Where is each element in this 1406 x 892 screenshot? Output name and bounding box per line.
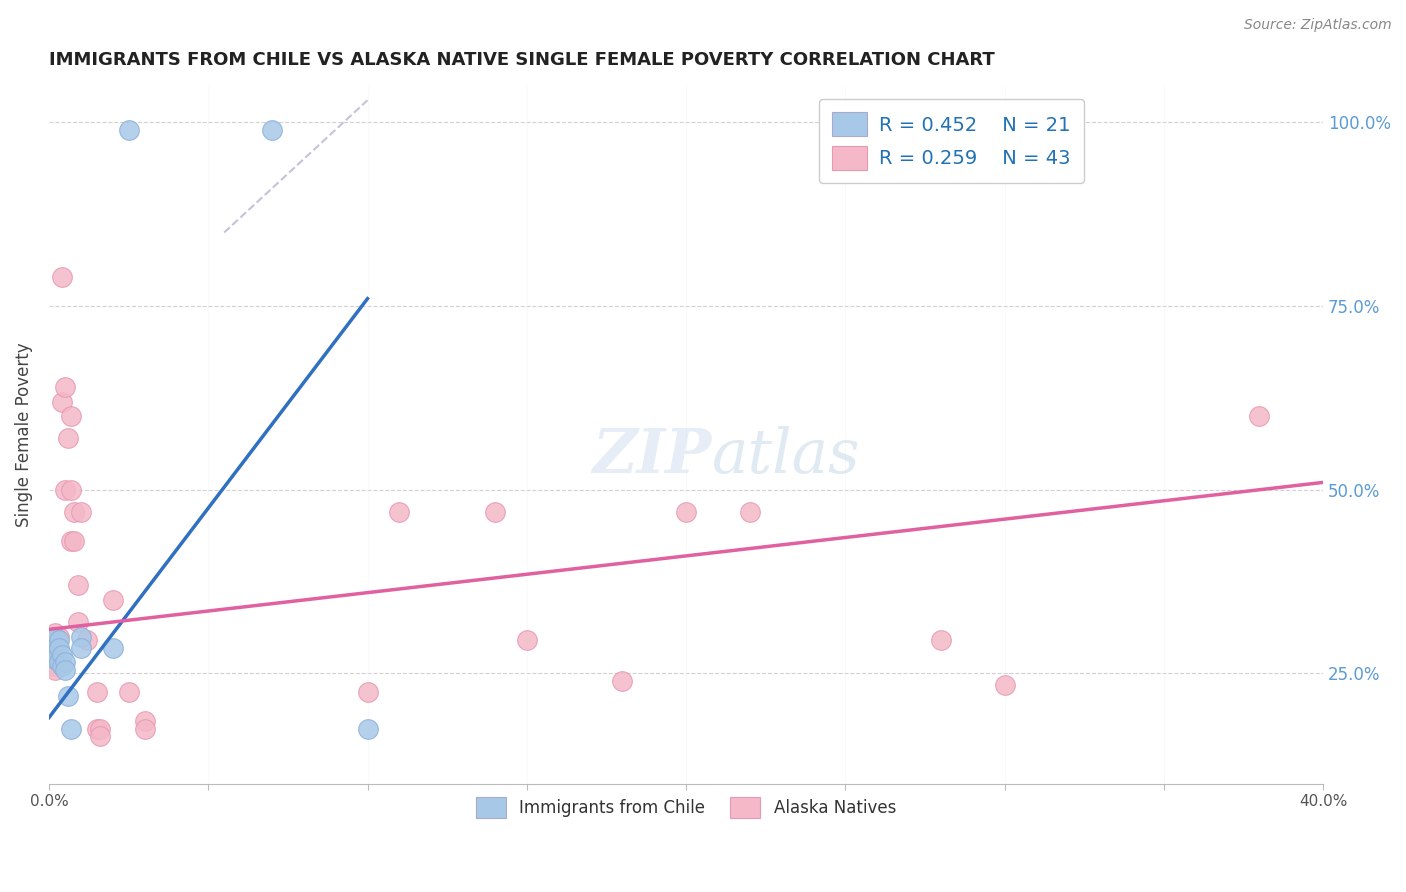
Point (48, 630, 70, 644)
Point (60, 483, 83, 497)
Point (41, 652, 63, 666)
Point (117, 122, 139, 136)
Point (44, 630, 66, 644)
Point (612, 673, 634, 688)
Point (134, 722, 156, 736)
Point (53, 663, 76, 677)
Point (44, 640, 66, 655)
Point (41, 633, 63, 648)
Point (436, 810, 458, 824)
Point (51, 269, 73, 284)
Point (41, 640, 63, 655)
Point (76, 633, 98, 648)
Point (53, 483, 76, 497)
Point (51, 659, 73, 673)
Point (69, 630, 91, 644)
Legend: Immigrants from Chile, Alaska Natives: Immigrants from Chile, Alaska Natives (470, 790, 903, 824)
Point (48, 640, 70, 655)
Point (44, 663, 66, 677)
Point (53, 380, 76, 394)
Point (134, 714, 156, 729)
Point (516, 633, 538, 648)
Point (44, 626, 66, 640)
Point (89, 729, 111, 743)
Point (101, 593, 124, 607)
Point (60, 409, 83, 424)
Point (69, 505, 91, 519)
Point (86, 722, 108, 736)
Point (101, 640, 124, 655)
Point (44, 652, 66, 666)
Point (66, 578, 89, 592)
Point (60, 722, 83, 736)
Point (51, 648, 73, 662)
Point (675, 505, 697, 519)
Point (388, 505, 411, 519)
Point (738, 505, 761, 519)
Point (60, 534, 83, 549)
Point (69, 640, 91, 655)
Text: ZIP: ZIP (592, 425, 711, 485)
Point (48, 656, 70, 670)
Point (356, 685, 378, 699)
Point (86, 685, 108, 699)
Point (51, 394, 73, 409)
Point (48, 633, 70, 648)
Point (356, 722, 378, 736)
Point (117, 685, 139, 699)
Text: Source: ZipAtlas.com: Source: ZipAtlas.com (1244, 18, 1392, 32)
Point (260, 122, 283, 136)
Point (484, 505, 506, 519)
Point (44, 640, 66, 655)
Point (63, 534, 86, 549)
Point (41, 659, 63, 673)
Point (53, 656, 76, 670)
Text: atlas: atlas (711, 425, 860, 485)
Point (1249, 409, 1271, 424)
Point (41, 644, 63, 658)
Y-axis label: Single Female Poverty: Single Female Poverty (15, 343, 32, 527)
Point (41, 633, 63, 648)
Point (56, 689, 79, 703)
Point (66, 615, 89, 629)
Point (56, 431, 79, 445)
Point (994, 677, 1017, 691)
Point (89, 722, 111, 736)
Text: IMMIGRANTS FROM CHILE VS ALASKA NATIVE SINGLE FEMALE POVERTY CORRELATION CHART: IMMIGRANTS FROM CHILE VS ALASKA NATIVE S… (49, 51, 994, 69)
Point (44, 652, 66, 666)
Point (44, 633, 66, 648)
Point (929, 633, 952, 648)
Point (63, 505, 86, 519)
